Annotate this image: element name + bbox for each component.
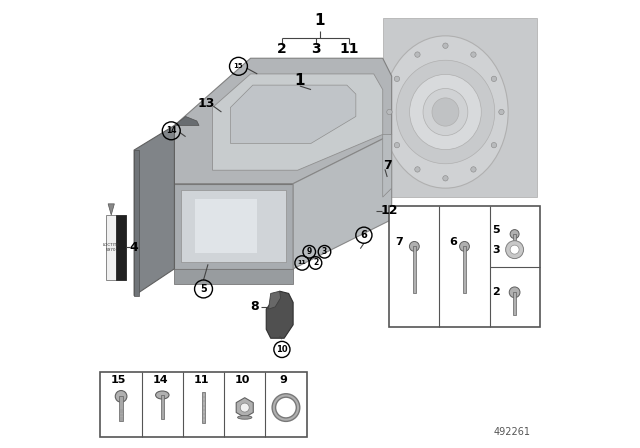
Polygon shape (174, 58, 392, 184)
Polygon shape (212, 74, 383, 170)
Bar (389, 206, 540, 327)
Text: 6: 6 (449, 237, 457, 247)
Bar (202, 392, 205, 423)
Polygon shape (195, 199, 257, 253)
Text: LOCTITE
5970: LOCTITE 5970 (103, 243, 120, 252)
Circle shape (471, 52, 476, 57)
Circle shape (415, 167, 420, 172)
Text: 1: 1 (294, 73, 305, 88)
Text: 4: 4 (130, 241, 138, 254)
Ellipse shape (383, 36, 508, 188)
Circle shape (240, 403, 249, 412)
Polygon shape (174, 116, 199, 125)
Polygon shape (174, 184, 293, 269)
Circle shape (394, 76, 399, 82)
Polygon shape (174, 269, 293, 284)
Polygon shape (134, 150, 139, 296)
Circle shape (506, 241, 524, 258)
Ellipse shape (410, 74, 481, 150)
Bar (100, 372, 307, 437)
Circle shape (115, 391, 127, 402)
Polygon shape (236, 398, 253, 418)
Ellipse shape (156, 391, 169, 399)
Circle shape (509, 287, 520, 298)
Polygon shape (108, 204, 115, 215)
Polygon shape (269, 291, 280, 309)
Polygon shape (134, 125, 174, 296)
Text: 14: 14 (166, 126, 177, 135)
Circle shape (394, 142, 399, 148)
Text: 8: 8 (251, 300, 259, 314)
Circle shape (492, 76, 497, 82)
Text: 2: 2 (492, 287, 500, 297)
Circle shape (510, 229, 519, 238)
Bar (161, 395, 164, 419)
Text: 492261: 492261 (493, 427, 531, 437)
Ellipse shape (423, 89, 468, 135)
Text: 2: 2 (277, 42, 287, 56)
Ellipse shape (396, 60, 495, 164)
Polygon shape (181, 190, 287, 262)
Circle shape (492, 142, 497, 148)
Bar (119, 396, 123, 421)
Circle shape (410, 241, 419, 251)
Bar (513, 234, 516, 254)
Polygon shape (383, 134, 392, 197)
Polygon shape (266, 291, 293, 338)
Text: 5: 5 (492, 224, 500, 235)
Text: 2: 2 (313, 258, 318, 267)
Bar (463, 246, 467, 293)
Bar (413, 246, 416, 293)
Bar (116, 215, 126, 280)
Text: 14: 14 (152, 375, 168, 385)
Ellipse shape (237, 416, 252, 419)
Bar (383, 18, 538, 197)
Text: 10: 10 (235, 375, 250, 385)
Circle shape (387, 109, 392, 115)
Circle shape (443, 176, 448, 181)
Text: 3: 3 (322, 247, 327, 256)
Text: 15: 15 (111, 375, 127, 385)
Text: 11: 11 (298, 260, 307, 266)
Circle shape (443, 43, 448, 48)
Text: 9: 9 (280, 375, 287, 385)
Circle shape (471, 167, 476, 172)
Bar (513, 292, 516, 314)
Text: 9: 9 (307, 247, 312, 256)
Circle shape (510, 245, 519, 254)
Text: 6: 6 (360, 230, 367, 240)
Text: 7: 7 (395, 237, 403, 247)
Text: 3: 3 (310, 42, 321, 56)
Polygon shape (230, 85, 356, 143)
Text: 3: 3 (492, 245, 500, 254)
Text: 11: 11 (193, 375, 209, 385)
Circle shape (415, 52, 420, 57)
Text: 1: 1 (315, 13, 325, 28)
Text: 13: 13 (197, 96, 214, 110)
Text: 15: 15 (234, 63, 243, 69)
Circle shape (460, 241, 469, 251)
Circle shape (499, 109, 504, 115)
Polygon shape (293, 134, 392, 269)
Ellipse shape (432, 98, 459, 126)
Text: 7: 7 (383, 159, 392, 172)
Text: 11: 11 (339, 42, 359, 56)
Text: 10: 10 (276, 345, 288, 354)
Text: 12: 12 (381, 204, 398, 217)
Bar (106, 215, 116, 280)
Text: 5: 5 (200, 284, 207, 294)
